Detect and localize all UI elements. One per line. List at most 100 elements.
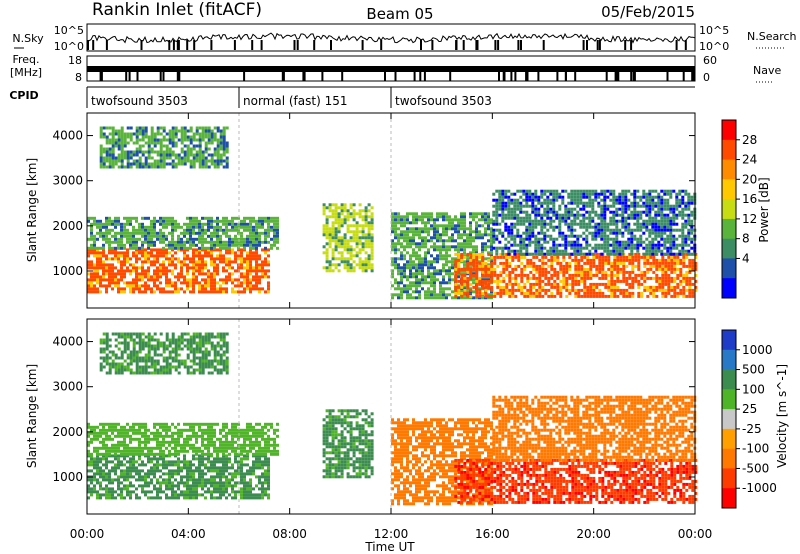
- heatmap-cell: [252, 254, 255, 258]
- heatmap-cell: [573, 192, 577, 196]
- heatmap-cell: [660, 216, 664, 220]
- heatmap-cell: [120, 496, 123, 500]
- heatmap-cell: [120, 278, 123, 282]
- heatmap-cell: [132, 251, 135, 255]
- heatmap-cell: [189, 266, 192, 270]
- heatmap-cell: [120, 138, 124, 142]
- heatmap-cell: [96, 248, 99, 252]
- heatmap-cell: [469, 230, 472, 234]
- heatmap-cell: [204, 246, 207, 250]
- heatmap-cell: [513, 201, 517, 205]
- heatmap-cell: [421, 275, 424, 279]
- heatmap-cell: [496, 282, 500, 286]
- heatmap-cell: [201, 263, 204, 267]
- heatmap-cell: [198, 254, 201, 258]
- heatmap-cell: [99, 493, 102, 497]
- heatmap-cell: [576, 246, 580, 250]
- heatmap-cell: [195, 237, 198, 241]
- heatmap-cell: [352, 203, 356, 207]
- heatmap-cell: [612, 216, 616, 220]
- heatmap-cell: [162, 138, 166, 142]
- heatmap-cell: [546, 222, 550, 226]
- heatmap-cell: [207, 240, 210, 244]
- heatmap-cell: [144, 141, 148, 145]
- heatmap-cell: [454, 258, 458, 262]
- heatmap-cell: [201, 278, 204, 282]
- heatmap-cell: [475, 233, 478, 237]
- heatmap-cell: [538, 273, 542, 277]
- heatmap-cell: [445, 281, 448, 285]
- heatmap-cell: [582, 252, 586, 256]
- heatmap-cell: [201, 237, 204, 241]
- heatmap-cell: [111, 269, 114, 273]
- heatmap-cell: [150, 219, 153, 223]
- heatmap-cell: [418, 257, 421, 261]
- heatmap-cell: [558, 225, 562, 229]
- heatmap-cell: [669, 249, 673, 253]
- heatmap-cell: [147, 481, 150, 485]
- heatmap-cell: [648, 198, 652, 202]
- heatmap-cell: [658, 285, 662, 289]
- heatmap-cell: [490, 221, 493, 225]
- heatmap-cell: [102, 159, 106, 163]
- heatmap-cell: [132, 216, 135, 220]
- heatmap-cell: [105, 454, 108, 458]
- heatmap-cell: [589, 273, 593, 277]
- heatmap-cell: [634, 252, 638, 256]
- heatmap-cell: [507, 228, 511, 232]
- heatmap-cell: [87, 216, 90, 220]
- heatmap-cell: [558, 222, 562, 226]
- heatmap-cell: [499, 252, 503, 256]
- heatmap-cell: [516, 243, 520, 247]
- heatmap-cell: [349, 230, 353, 234]
- heatmap-cell: [189, 150, 193, 154]
- heatmap-cell: [661, 267, 665, 271]
- heatmap-cell: [198, 260, 201, 264]
- heatmap-cell: [126, 469, 129, 473]
- noise-right-tick-bottom: 10^0: [699, 40, 729, 53]
- heatmap-cell: [96, 269, 99, 273]
- heatmap-cell: [183, 278, 186, 282]
- heatmap-cell: [564, 252, 568, 256]
- heatmap-cell: [466, 252, 470, 256]
- heatmap-cell: [642, 219, 646, 223]
- heatmap-cell: [334, 206, 338, 210]
- heatmap-cell: [630, 216, 634, 220]
- heatmap-cell: [162, 266, 165, 270]
- heatmap-cell: [663, 246, 667, 250]
- heatmap-cell: [525, 234, 529, 238]
- heatmap-cell: [442, 224, 445, 228]
- heatmap-cell: [655, 285, 659, 289]
- heatmap-cell: [592, 288, 596, 292]
- heatmap-cell: [646, 276, 650, 280]
- heatmap-cell: [487, 293, 490, 297]
- heatmap-cell: [448, 266, 451, 270]
- heatmap-cell: [207, 222, 210, 226]
- heatmap-cell: [663, 216, 667, 220]
- heatmap-cell: [570, 225, 574, 229]
- heatmap-cell: [93, 478, 96, 482]
- heatmap-cell: [564, 240, 568, 244]
- heatmap-cell: [180, 132, 184, 136]
- heatmap-cell: [343, 206, 347, 210]
- heatmap-cell: [219, 138, 223, 142]
- heatmap-cell: [640, 255, 644, 259]
- heatmap-cell: [156, 231, 159, 235]
- heatmap-cell: [123, 463, 126, 467]
- heatmap-cell: [135, 135, 139, 139]
- heatmap-cell: [126, 266, 129, 270]
- noise-drop: [684, 40, 687, 50]
- heatmap-cell: [225, 162, 229, 166]
- heatmap-cell: [219, 225, 222, 229]
- heatmap-cell: [466, 236, 469, 240]
- heatmap-cell: [661, 273, 665, 277]
- heatmap-cell: [457, 258, 461, 262]
- heatmap-cell: [276, 222, 279, 226]
- heatmap-cell: [123, 478, 126, 482]
- heatmap-cell: [177, 234, 180, 238]
- heatmap-cell: [159, 234, 162, 238]
- heatmap-cell: [207, 281, 210, 285]
- heatmap-cell: [129, 135, 133, 139]
- heatmap-cell: [204, 135, 208, 139]
- heatmap-cell: [591, 198, 595, 202]
